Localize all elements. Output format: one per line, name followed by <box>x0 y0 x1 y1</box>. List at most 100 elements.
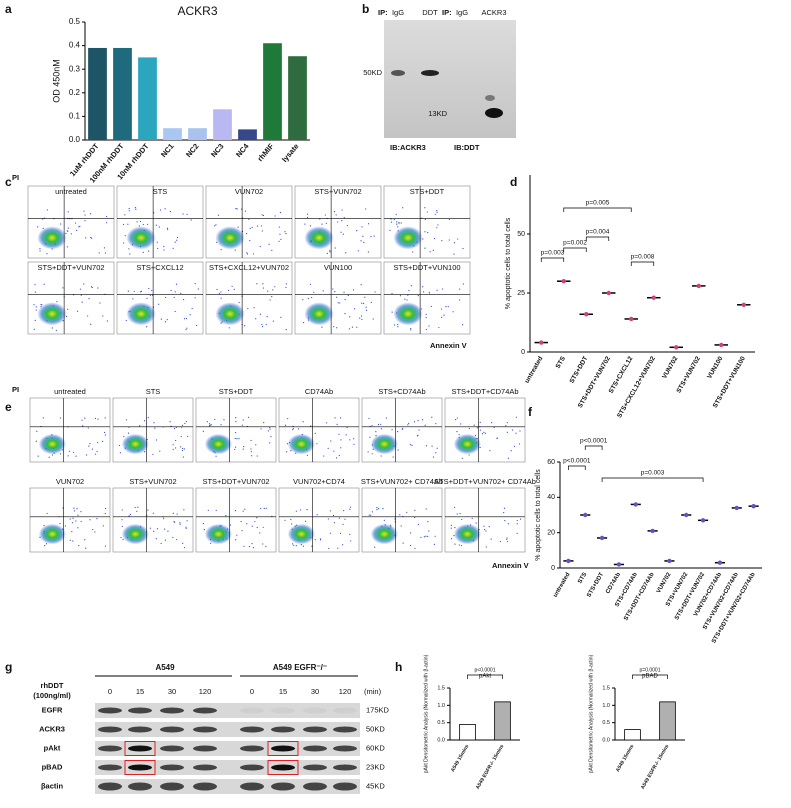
point <box>629 316 634 322</box>
flow-dot <box>395 213 397 215</box>
flow-dot <box>81 301 83 303</box>
flow-dot <box>506 431 508 433</box>
flow-dot <box>90 236 92 239</box>
y-tick-label: 0.3 <box>69 64 81 73</box>
flow-dot <box>376 507 378 509</box>
flow-dot <box>306 509 308 511</box>
flow-dot <box>143 420 146 422</box>
flow-dot <box>339 532 342 535</box>
flow-dot <box>91 286 93 289</box>
flow-dot <box>507 457 509 459</box>
flow-dot <box>255 318 257 320</box>
flow-dot <box>124 214 126 216</box>
flow-dot <box>122 223 125 226</box>
flow-dot <box>361 302 363 304</box>
blot-band <box>98 782 122 791</box>
flow-dot <box>72 451 75 453</box>
flow-dot <box>182 298 185 301</box>
flow-dot <box>436 211 438 213</box>
flow-dot <box>158 303 160 305</box>
flow-dot <box>380 423 382 425</box>
x-tick-label: A549 EGFR-/- 15mins <box>475 743 506 790</box>
flow-dot <box>229 524 232 526</box>
flow-dot <box>259 313 262 315</box>
flow-dot <box>243 446 245 448</box>
flow-dot <box>67 455 69 457</box>
flow-dot <box>329 250 331 252</box>
x-tick-label: CD74Ab <box>605 572 622 596</box>
blot-band <box>391 70 405 76</box>
bar <box>163 128 182 140</box>
flow-dot <box>255 444 257 446</box>
flow-dot <box>190 219 192 221</box>
flow-dot <box>176 236 179 239</box>
flow-dot <box>46 253 48 255</box>
flow-plot <box>112 487 194 553</box>
flow-dot <box>225 514 227 517</box>
flow-dot <box>139 220 142 223</box>
flow-dot <box>215 224 217 226</box>
ip-label: IP: <box>378 8 388 17</box>
flow-dot <box>397 431 399 433</box>
flow-dot <box>353 308 356 310</box>
mw-marker: 13KD <box>428 109 447 118</box>
flow-dot <box>280 316 282 318</box>
flow-dot <box>513 445 516 447</box>
row-label: EGFR <box>42 705 63 714</box>
sig-bracket <box>585 236 610 241</box>
flow-dot <box>80 511 82 513</box>
flow-dot <box>368 417 370 420</box>
flow-dot <box>90 323 92 325</box>
flow-dot <box>172 536 174 539</box>
flow-dot <box>428 325 430 327</box>
flow-dot <box>246 523 248 525</box>
flow-dot <box>284 231 286 233</box>
flow-dot <box>409 544 412 547</box>
flow-dot <box>261 230 263 232</box>
flow-dot <box>342 233 344 235</box>
flow-dot <box>139 291 142 293</box>
flow-dot <box>367 223 370 225</box>
flow-dot <box>246 253 249 255</box>
flow-dot <box>260 507 262 510</box>
bar <box>494 701 511 741</box>
flow-dot <box>454 527 456 529</box>
flow-dot <box>326 252 328 254</box>
flow-dot <box>304 223 306 225</box>
flow-dot <box>202 430 204 432</box>
flow-dot <box>102 440 104 442</box>
flow-dot <box>365 208 367 210</box>
flow-dot <box>410 285 412 287</box>
flow-dot <box>142 251 144 253</box>
blot-band <box>160 764 184 771</box>
flow-dot <box>35 309 37 311</box>
flow-dot <box>252 253 255 255</box>
point <box>700 518 706 523</box>
blot-film <box>384 20 452 138</box>
flow-dot <box>73 510 75 512</box>
flow-plot <box>294 261 382 335</box>
flow-dot <box>359 317 361 319</box>
flow-dot <box>429 251 431 253</box>
flow-dot <box>456 513 458 515</box>
flow-plot <box>116 261 204 335</box>
flow-dot <box>262 283 264 285</box>
blot-strip <box>95 741 360 756</box>
flow-dot <box>154 427 156 429</box>
flow-dot <box>338 454 340 457</box>
plot-label: STS+CXCL12+VUN702 <box>209 263 289 272</box>
flow-density <box>121 433 149 455</box>
flow-dot <box>220 291 222 293</box>
flow-density <box>121 523 149 545</box>
flow-dot <box>234 249 236 251</box>
flow-dot <box>174 310 176 313</box>
flow-dot <box>220 297 222 299</box>
flow-dot <box>104 417 106 419</box>
flow-dot <box>184 422 186 425</box>
flow-density <box>393 226 423 250</box>
flow-dot <box>443 314 445 316</box>
point <box>584 312 589 317</box>
flow-dot <box>357 250 359 252</box>
point <box>606 290 611 296</box>
flow-dot <box>347 294 349 297</box>
